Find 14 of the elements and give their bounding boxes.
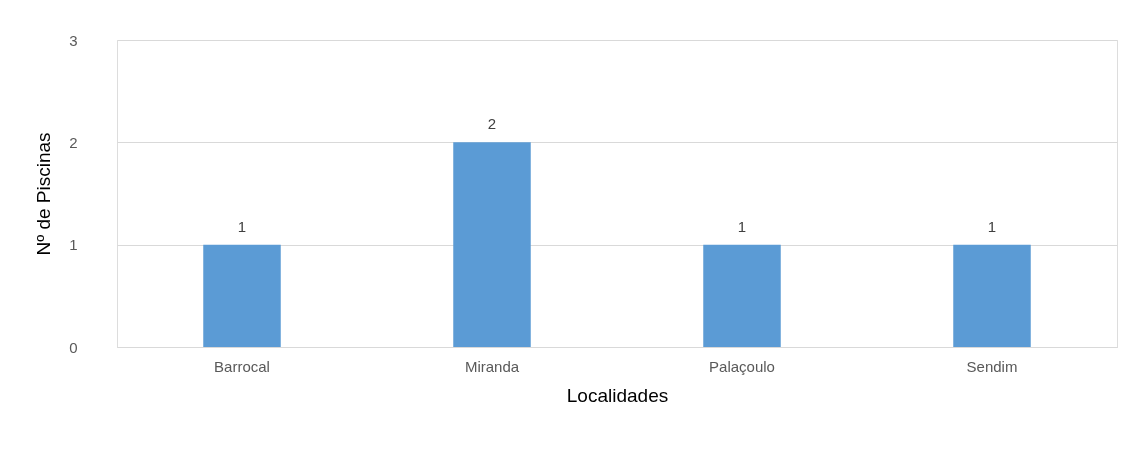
x-tick-label: Miranda [464,357,520,375]
y-axis-title: Nº de Piscinas [33,132,55,256]
y-tick-label: 1 [69,236,78,254]
data-label: 2 [487,115,497,133]
y-tick-label: 0 [69,338,78,356]
y-tick-label: 3 [69,31,78,49]
x-tick-label: Sendim [966,357,1018,375]
x-tick-label: Palaçoulo [709,357,775,375]
y-tick-label: 2 [69,133,78,151]
x-axis-title: Localidades [566,384,669,406]
x-tick-label: Barrocal [214,357,270,375]
data-label: 1 [987,217,997,235]
data-label: 1 [237,217,247,235]
data-label: 1 [737,217,747,235]
